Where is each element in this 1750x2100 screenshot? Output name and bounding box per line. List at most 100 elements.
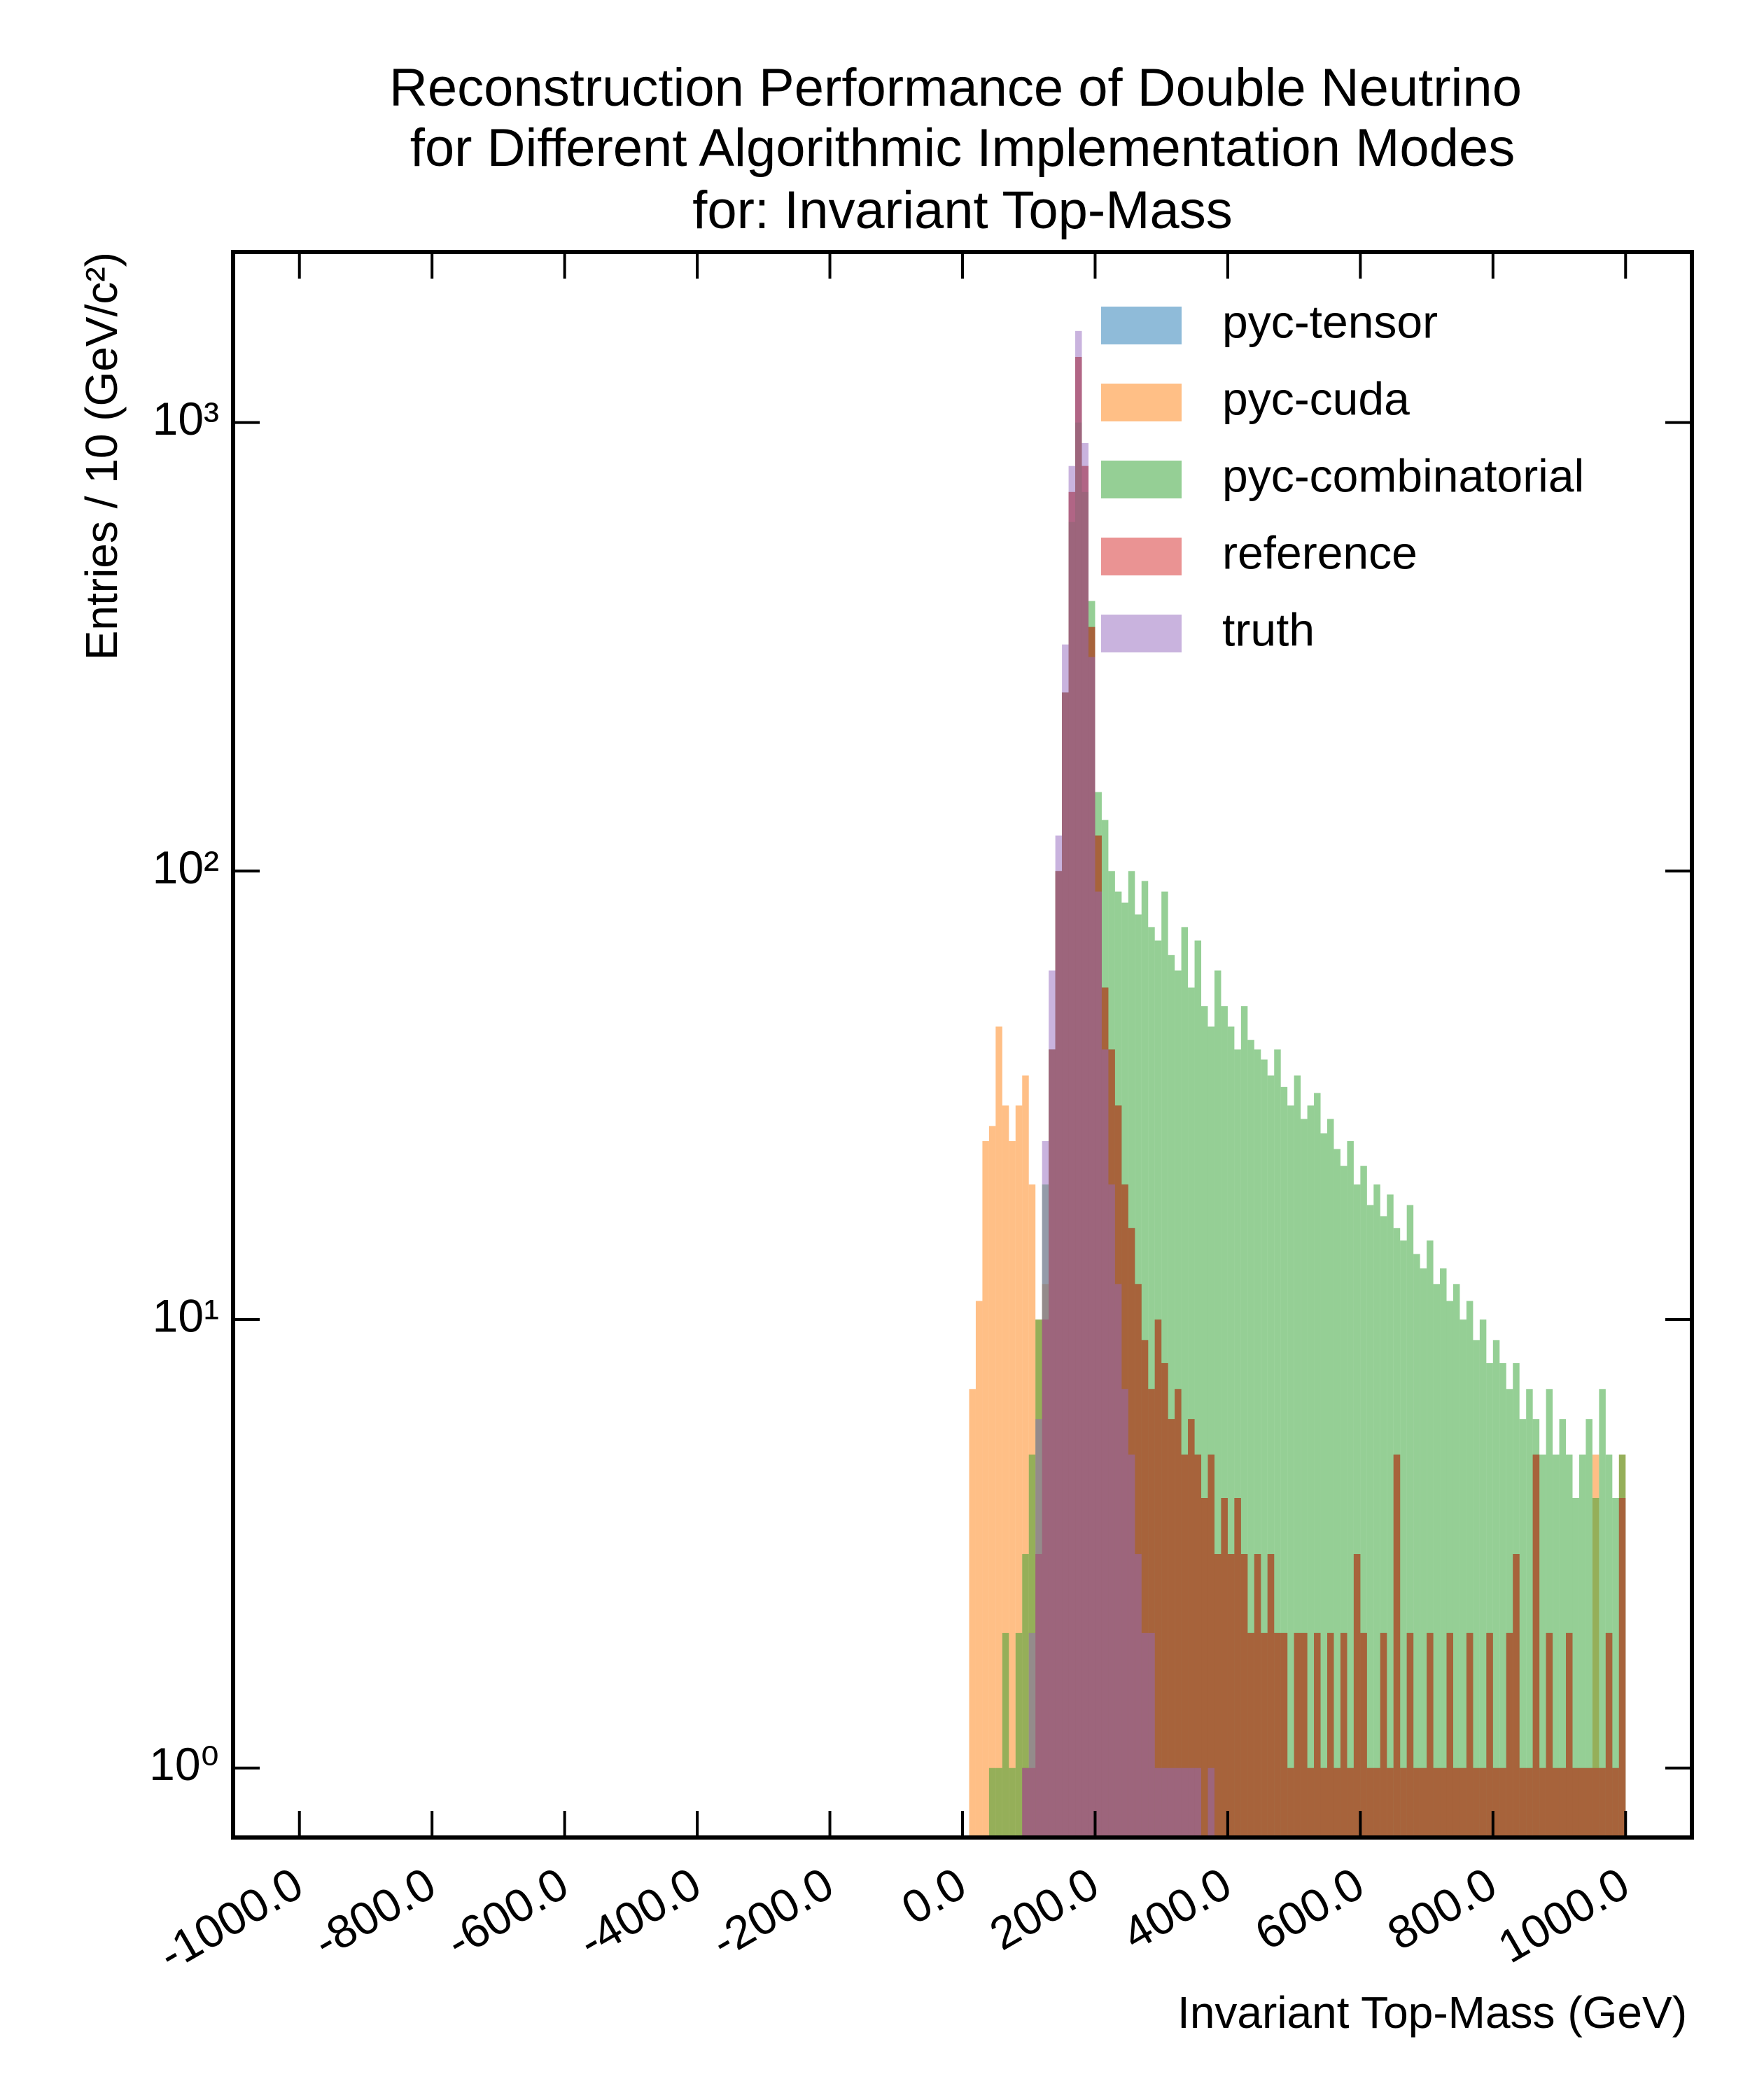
histogram-bar — [1387, 1194, 1394, 1837]
histogram-bar — [1413, 1254, 1420, 1837]
histogram-bar — [1334, 1768, 1340, 1837]
histogram-bar — [1114, 1284, 1122, 1837]
histogram-bar — [1433, 1284, 1441, 1837]
histogram-bar — [988, 1126, 996, 1837]
histogram-bar — [1101, 1049, 1109, 1837]
histogram-bar — [1599, 1389, 1606, 1837]
legend-swatch — [1101, 384, 1182, 421]
histogram-bar — [1360, 1166, 1367, 1837]
legend-label: reference — [1222, 526, 1418, 578]
y-tick-label: 10⁰ — [149, 1738, 219, 1790]
histogram-bar — [1572, 1498, 1579, 1837]
histogram-bar — [1161, 1768, 1168, 1837]
histogram-bar — [1427, 1240, 1434, 1837]
histogram-bar — [1188, 987, 1195, 1837]
histogram-bar — [1254, 1049, 1261, 1837]
histogram-bar — [1506, 1389, 1513, 1837]
histogram-bar — [1366, 1205, 1374, 1837]
histogram-bar — [1009, 1768, 1016, 1837]
histogram-bar — [1466, 1301, 1474, 1837]
histogram-bar — [1294, 1075, 1301, 1837]
legend-label: pyc-cuda — [1222, 372, 1410, 424]
histogram-bar — [1294, 1632, 1301, 1837]
histogram-bar — [1578, 1768, 1586, 1837]
histogram-bar — [995, 1026, 1002, 1837]
histogram-bar — [1188, 1768, 1195, 1837]
histogram-bar — [1022, 1554, 1029, 1837]
histogram-bar — [1015, 1632, 1023, 1837]
histogram-bar — [1261, 1632, 1268, 1837]
histogram-bar — [1433, 1768, 1441, 1837]
x-tick-label: -1000.0 — [150, 1857, 312, 1980]
histogram-bar — [1062, 644, 1069, 1838]
histogram-bar — [1473, 1768, 1480, 1837]
histogram-bar — [1028, 1632, 1036, 1837]
histogram-bar — [1553, 1768, 1560, 1837]
histogram-bar — [1201, 1006, 1208, 1837]
x-tick-label: -600.0 — [438, 1857, 577, 1968]
chart-title: for: Invariant Top-Mass — [692, 181, 1233, 240]
histogram-bar — [1108, 1184, 1115, 1837]
histogram-bar — [1559, 1419, 1567, 1837]
histogram-bar — [1578, 1454, 1586, 1837]
histogram-bar — [1022, 1075, 1029, 1837]
histogram-bar — [1605, 1632, 1613, 1837]
histogram-bar — [1221, 1498, 1228, 1837]
histogram-bar — [1234, 1049, 1241, 1837]
histogram-bar — [1406, 1205, 1414, 1837]
histogram-bar — [1427, 1632, 1434, 1837]
histogram-bar — [1334, 1149, 1340, 1837]
histogram-bar — [1280, 1632, 1288, 1837]
histogram-bar — [1466, 1632, 1474, 1837]
histogram-bar — [1154, 1320, 1162, 1837]
histogram-bar — [1572, 1768, 1579, 1837]
histogram-bar — [1553, 1454, 1560, 1837]
histogram-bar — [1208, 1768, 1214, 1837]
histogram-bar — [975, 1301, 983, 1837]
histogram-bar — [1366, 1768, 1374, 1837]
histogram-bar — [1247, 1040, 1254, 1837]
histogram-bar — [1499, 1363, 1506, 1837]
histogram-bar — [1214, 1554, 1222, 1837]
histogram-bar — [1612, 1768, 1619, 1837]
histogram-bar — [1380, 1216, 1387, 1837]
histogram-bar — [1526, 1389, 1533, 1837]
histogram-bar — [1320, 1133, 1327, 1837]
histogram-bar — [1267, 1075, 1275, 1837]
histogram-bar — [1194, 940, 1202, 1837]
histogram-bar — [1460, 1320, 1466, 1837]
histogram-bar — [1201, 1498, 1208, 1837]
histogram-bar — [1452, 1768, 1460, 1837]
x-tick-label: 1000.0 — [1489, 1857, 1637, 1973]
histogram-bar — [1393, 1454, 1401, 1837]
histogram-bar — [1254, 1554, 1261, 1837]
histogram-bar — [1181, 927, 1189, 1837]
legend-swatch — [1101, 615, 1182, 652]
histogram-bar — [969, 1389, 976, 1837]
legend-swatch — [1101, 461, 1182, 498]
y-tick-label: 10² — [153, 841, 219, 893]
histogram-bar — [1492, 1768, 1500, 1837]
histogram-bar — [1194, 1768, 1202, 1837]
x-tick-label: 0.0 — [893, 1857, 974, 1934]
histogram-bar — [1406, 1632, 1414, 1837]
histogram-bar — [1208, 1454, 1214, 1837]
histogram-bar — [1022, 1768, 1029, 1837]
histogram-bar — [1347, 1768, 1354, 1837]
histogram-bar — [1400, 1768, 1407, 1837]
histogram-bar — [1360, 1632, 1367, 1837]
legend-label: truth — [1222, 603, 1315, 655]
histogram-bar — [1154, 1768, 1162, 1837]
legend-swatch — [1101, 538, 1182, 575]
histogram-bar — [1121, 1389, 1128, 1837]
histogram-bar — [1208, 1026, 1214, 1837]
histogram-bar — [1307, 1105, 1315, 1837]
histogram-bar — [1135, 1554, 1142, 1837]
histogram-bar — [1519, 1419, 1527, 1837]
y-tick-label: 10¹ — [153, 1289, 219, 1341]
histogram-bar — [1539, 1454, 1546, 1837]
histogram-bar — [1486, 1632, 1493, 1837]
histogram-bar — [1526, 1768, 1533, 1837]
y-tick-label: 10³ — [153, 393, 219, 444]
